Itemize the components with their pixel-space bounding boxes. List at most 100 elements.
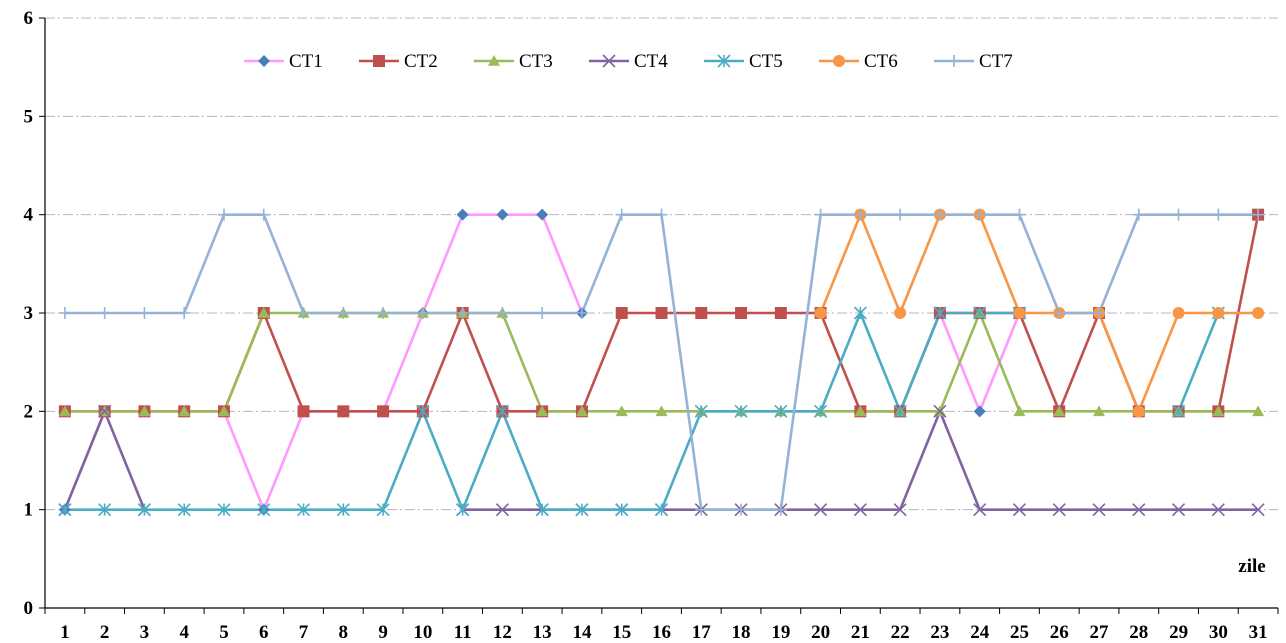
data-point-ct2 <box>337 405 350 418</box>
data-point-ct1 <box>456 208 469 221</box>
series-line-ct6 <box>819 213 1259 413</box>
data-point-ct7 <box>377 307 390 319</box>
data-point-ct7 <box>138 307 151 319</box>
data-point-ct5 <box>98 503 112 517</box>
data-point-ct2 <box>695 307 708 319</box>
x-tick-label: 13 <box>533 622 552 643</box>
data-point-ct5 <box>774 404 788 418</box>
data-point-ct5 <box>853 306 867 320</box>
x-tick-label: 9 <box>378 622 388 643</box>
data-point-ct3 <box>58 405 71 417</box>
data-point-ct5 <box>575 503 589 517</box>
data-point-ct3 <box>257 307 270 318</box>
data-point-ct2 <box>774 307 787 319</box>
x-tick-label: 5 <box>219 622 229 643</box>
data-point-ct5 <box>416 404 430 418</box>
data-point-ct4 <box>1052 503 1066 517</box>
x-tick-label: 7 <box>299 622 309 643</box>
data-point-ct6 <box>1013 307 1026 319</box>
data-point-ct5 <box>973 306 987 320</box>
data-point-ct3 <box>615 405 628 417</box>
series-line-ct4 <box>462 410 1259 511</box>
x-tick-label: 18 <box>732 622 751 643</box>
legend-marker-ct5 <box>717 54 731 68</box>
data-point-ct3 <box>1013 405 1026 417</box>
x-tick-label: 1 <box>60 622 70 643</box>
data-point-ct7 <box>1093 307 1106 319</box>
data-point-ct4 <box>973 503 987 517</box>
legend-label-ct7: CT7 <box>979 51 1013 72</box>
legend-label-ct4: CT4 <box>634 51 668 72</box>
data-point-ct7 <box>1132 208 1145 221</box>
data-point-ct3 <box>178 405 191 417</box>
y-tick-label: 4 <box>24 205 34 226</box>
data-point-ct5 <box>734 404 748 418</box>
data-point-ct3 <box>1093 405 1106 417</box>
data-point-ct7 <box>854 208 867 221</box>
data-point-ct5 <box>177 503 191 517</box>
data-point-ct7 <box>217 208 230 221</box>
legend-marker-ct3 <box>488 55 500 66</box>
data-point-ct4 <box>853 503 867 517</box>
data-point-ct2 <box>615 307 628 319</box>
data-point-ct5 <box>615 503 629 517</box>
x-tick-label: 29 <box>1169 622 1188 643</box>
x-tick-label: 8 <box>339 622 349 643</box>
data-point-ct1 <box>536 208 549 221</box>
data-point-ct4 <box>933 404 947 418</box>
x-tick-label: 6 <box>259 622 269 643</box>
x-tick-label: 3 <box>140 622 150 643</box>
data-point-ct5 <box>257 503 271 517</box>
data-point-ct4 <box>495 503 509 517</box>
x-tick-label: 30 <box>1209 622 1228 643</box>
x-tick-label: 22 <box>891 622 910 643</box>
legend-label-ct1: CT1 <box>289 51 323 72</box>
data-point-ct7 <box>416 307 429 319</box>
x-tick-label: 14 <box>572 622 592 643</box>
data-point-ct1 <box>973 405 986 418</box>
data-point-ct6 <box>894 307 907 319</box>
data-point-ct5 <box>296 503 311 517</box>
y-tick-label: 3 <box>24 303 34 324</box>
data-point-ct3 <box>1053 405 1066 417</box>
legend-marker-ct1 <box>258 55 270 67</box>
series-line-ct5 <box>1177 312 1220 412</box>
x-tick-label: 20 <box>811 622 830 643</box>
data-point-ct5 <box>694 404 708 418</box>
data-point-ct5 <box>376 503 390 517</box>
data-point-ct7 <box>337 307 350 319</box>
data-point-ct7 <box>774 503 787 516</box>
x-tick-label: 26 <box>1050 622 1069 643</box>
y-tick-label: 1 <box>24 500 34 521</box>
data-point-ct7 <box>615 208 628 221</box>
data-point-ct3 <box>536 405 549 417</box>
data-point-ct3 <box>217 405 230 417</box>
data-point-ct3 <box>1212 405 1225 417</box>
data-point-ct7 <box>1172 208 1185 221</box>
y-tick-label: 0 <box>24 598 34 619</box>
data-point-ct5 <box>495 404 509 418</box>
data-point-ct7 <box>1252 208 1265 221</box>
x-tick-label: 24 <box>970 622 990 643</box>
legend-label-ct5: CT5 <box>749 51 783 72</box>
data-point-ct7 <box>695 503 708 516</box>
legend-label-ct6: CT6 <box>864 51 898 72</box>
y-tick-label: 2 <box>24 401 34 422</box>
x-tick-label: 12 <box>493 622 512 643</box>
data-point-ct7 <box>814 208 827 221</box>
x-tick-label: 27 <box>1090 622 1110 643</box>
x-tick-label: 15 <box>612 622 631 643</box>
legend-label-ct2: CT2 <box>404 51 438 72</box>
data-point-ct6 <box>1132 405 1145 418</box>
series-line-ct4 <box>63 410 146 511</box>
data-point-ct3 <box>655 405 668 417</box>
data-point-ct2 <box>655 307 668 319</box>
x-tick-label: 28 <box>1129 622 1148 643</box>
data-point-ct4 <box>1211 503 1225 517</box>
data-point-ct3 <box>575 405 588 417</box>
data-point-ct5 <box>58 503 72 517</box>
data-point-ct2 <box>377 405 390 418</box>
legend-label-ct3: CT3 <box>519 51 553 72</box>
